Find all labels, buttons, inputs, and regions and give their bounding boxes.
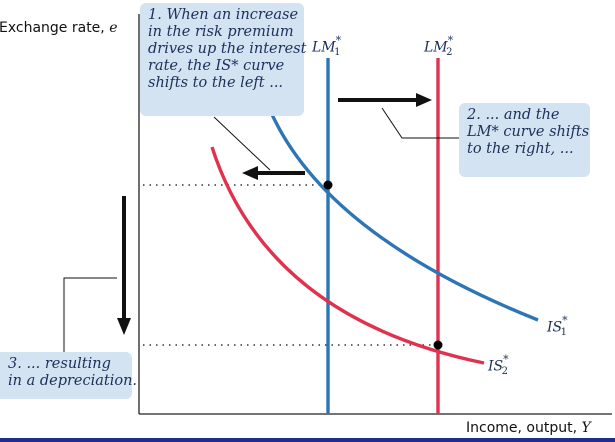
is-shift-arrow-head bbox=[242, 166, 258, 180]
lm-shift-arrow-head bbox=[416, 93, 432, 107]
lm2-label-star: * bbox=[447, 34, 454, 47]
callout-risk-premium: 1. When an increase in the risk premium … bbox=[140, 3, 307, 116]
callout-1-leader bbox=[213, 116, 271, 171]
is1-curve bbox=[268, 109, 539, 322]
lm1-label-index: 1 bbox=[334, 47, 341, 59]
callout-2-line: 2. ... and the bbox=[467, 107, 560, 123]
callout-1-line: 1. When an increase bbox=[148, 7, 299, 23]
is2-label-name: IS bbox=[488, 358, 504, 375]
bottom-edge-bar bbox=[0, 438, 615, 442]
is1-label-star: * bbox=[562, 314, 568, 327]
is2-curve bbox=[210, 146, 485, 365]
x-axis-symbol: Y bbox=[581, 420, 591, 436]
lm2-label: LM*2 bbox=[424, 34, 460, 59]
callout-depreciation: 3. ... resulting in a depreciation. bbox=[0, 352, 138, 399]
callout-2-leader bbox=[381, 107, 459, 139]
callout-2-line: to the right, ... bbox=[467, 141, 574, 157]
x-axis-label: Income, output, Y bbox=[466, 420, 591, 436]
is2-label-star: * bbox=[503, 353, 509, 366]
callout-1-line: in the risk premium bbox=[148, 24, 294, 40]
final-equilibrium-point bbox=[433, 340, 443, 350]
callout-1-line: rate, the IS* curve bbox=[148, 58, 285, 74]
lm1-label-star: * bbox=[335, 34, 342, 47]
callout-2-line: LM* curve shifts bbox=[467, 124, 590, 140]
callout-3-line: 3. ... resulting bbox=[8, 356, 111, 372]
lm1-label-name: LM bbox=[312, 39, 336, 56]
x-axis-label-text: Income, output, bbox=[466, 420, 578, 436]
depreciation-arrow-head bbox=[117, 318, 131, 335]
is2-label: IS*2 bbox=[488, 353, 515, 378]
y-axis-label-text: Exchange rate, bbox=[0, 20, 105, 36]
callout-1-line: drives up the interest bbox=[148, 41, 307, 57]
callout-1-line: shifts to the left ... bbox=[148, 75, 284, 91]
lm2-label-name: LM bbox=[424, 39, 448, 56]
y-axis-label: Exchange rate, e bbox=[0, 20, 118, 36]
y-axis-symbol: e bbox=[109, 20, 118, 36]
callout-lm-shift: 2. ... and the LM* curve shifts to the r… bbox=[459, 103, 590, 177]
is1-label-index: 1 bbox=[560, 327, 567, 339]
initial-equilibrium-point bbox=[323, 180, 333, 190]
lm1-label: LM*1 bbox=[312, 34, 348, 59]
callout-3-line: in a depreciation. bbox=[8, 373, 138, 389]
lm2-label-index: 2 bbox=[446, 47, 453, 59]
is1-label-name: IS bbox=[547, 319, 563, 336]
callout-3-leader bbox=[63, 277, 117, 352]
is2-label-index: 2 bbox=[501, 366, 508, 378]
is1-label: IS*1 bbox=[547, 314, 574, 339]
